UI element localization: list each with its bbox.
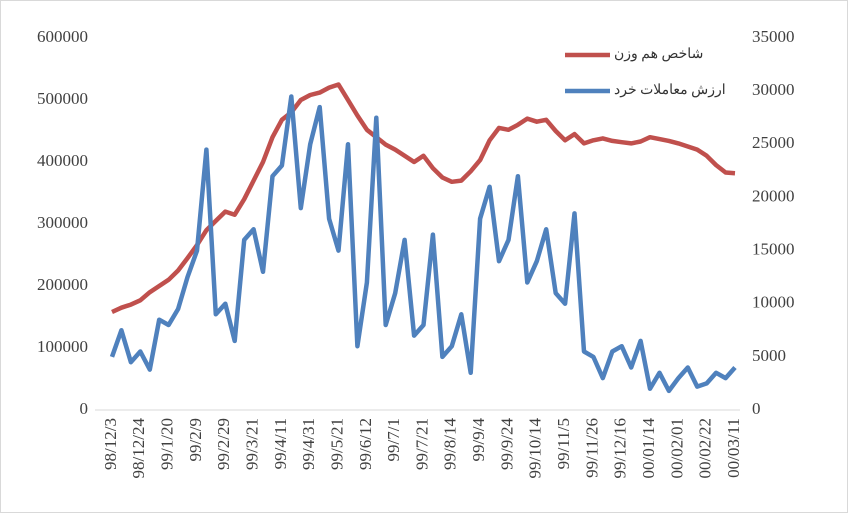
x-tick-label: 99/11/26 [582, 418, 601, 478]
y2-tick-label: 25000 [752, 133, 795, 152]
x-tick-label: 99/9/24 [497, 418, 516, 470]
x-tick-label: 99/7/21 [412, 418, 431, 470]
y2-tick-label: 20000 [752, 186, 795, 205]
y-tick-label: 500000 [37, 89, 88, 108]
legend-label: شاخص هم وزن [614, 47, 703, 62]
y2-tick-label: 10000 [752, 293, 795, 312]
x-tick-label: 99/2/9 [186, 418, 205, 461]
y2-tick-label: 0 [752, 399, 761, 418]
y-tick-label: 300000 [37, 213, 88, 232]
x-tick-label: 98/12/24 [129, 418, 148, 479]
x-tick-label: 99/2/29 [214, 418, 233, 470]
x-tick-label: 99/5/21 [327, 418, 346, 470]
x-tick-label: 99/1/20 [158, 418, 177, 470]
x-tick-label: 99/9/4 [469, 418, 488, 462]
y-tick-label: 200000 [37, 275, 88, 294]
x-tick-label: 98/12/3 [101, 418, 120, 470]
y2-tick-label: 30000 [752, 80, 795, 99]
x-tick-label: 00/01/14 [639, 418, 658, 479]
chart: 0 100000 200000 300000 400000 500000 600000 0 50… [0, 0, 848, 513]
x-tick-label: 99/7/1 [384, 418, 403, 461]
y-tick-label: 600000 [37, 27, 88, 46]
x-tick-label: 00/03/11 [724, 418, 743, 478]
x-tick-label: 99/4/11 [271, 418, 290, 469]
x-tick-label: 99/3/21 [242, 418, 261, 470]
x-tick-label: 00/02/01 [667, 418, 686, 478]
y2-tick-label: 35000 [752, 27, 795, 46]
y2-tick-label: 15000 [752, 239, 795, 258]
x-tick-label: 99/4/31 [299, 418, 318, 470]
x-tick-label: 99/6/12 [356, 418, 375, 470]
x-tick-label: 99/8/14 [441, 418, 460, 470]
x-tick-label: 99/11/5 [554, 418, 573, 469]
legend-label: ارزش معاملات خرد [614, 83, 726, 98]
y2-tick-label: 5000 [752, 346, 786, 365]
x-tick-label: 00/02/22 [696, 418, 715, 478]
y-tick-label: 100000 [37, 337, 88, 356]
x-tick-label: 99/10/14 [526, 418, 545, 479]
y-tick-label: 0 [80, 399, 89, 418]
x-tick-label: 99/12/16 [611, 418, 630, 478]
y-tick-label: 400000 [37, 151, 88, 170]
